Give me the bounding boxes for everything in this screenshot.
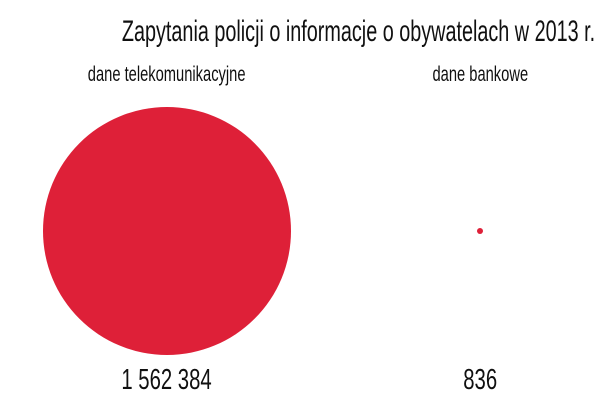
category-label-telecom-text: dane telekomunikacyjne (88, 63, 246, 86)
value-banking: 836 (360, 364, 600, 397)
category-label-banking-text: dane bankowe (432, 63, 528, 86)
chart-title-text: Zapytania policji o informacje o obywate… (121, 15, 596, 48)
value-telecom-text: 1 562 384 (121, 364, 213, 396)
category-label-banking: dane bankowe (360, 63, 600, 87)
bubble-banking (477, 228, 483, 234)
value-banking-text: 836 (463, 364, 497, 396)
column-telecom: dane telekomunikacyjne 1 562 384 (27, 0, 307, 416)
bubble-telecom (43, 107, 291, 355)
chart-title: Zapytania policji o informacje o obywate… (0, 15, 600, 49)
category-label-telecom: dane telekomunikacyjne (27, 63, 307, 87)
column-banking: dane bankowe 836 (360, 0, 600, 416)
value-telecom: 1 562 384 (27, 364, 307, 397)
